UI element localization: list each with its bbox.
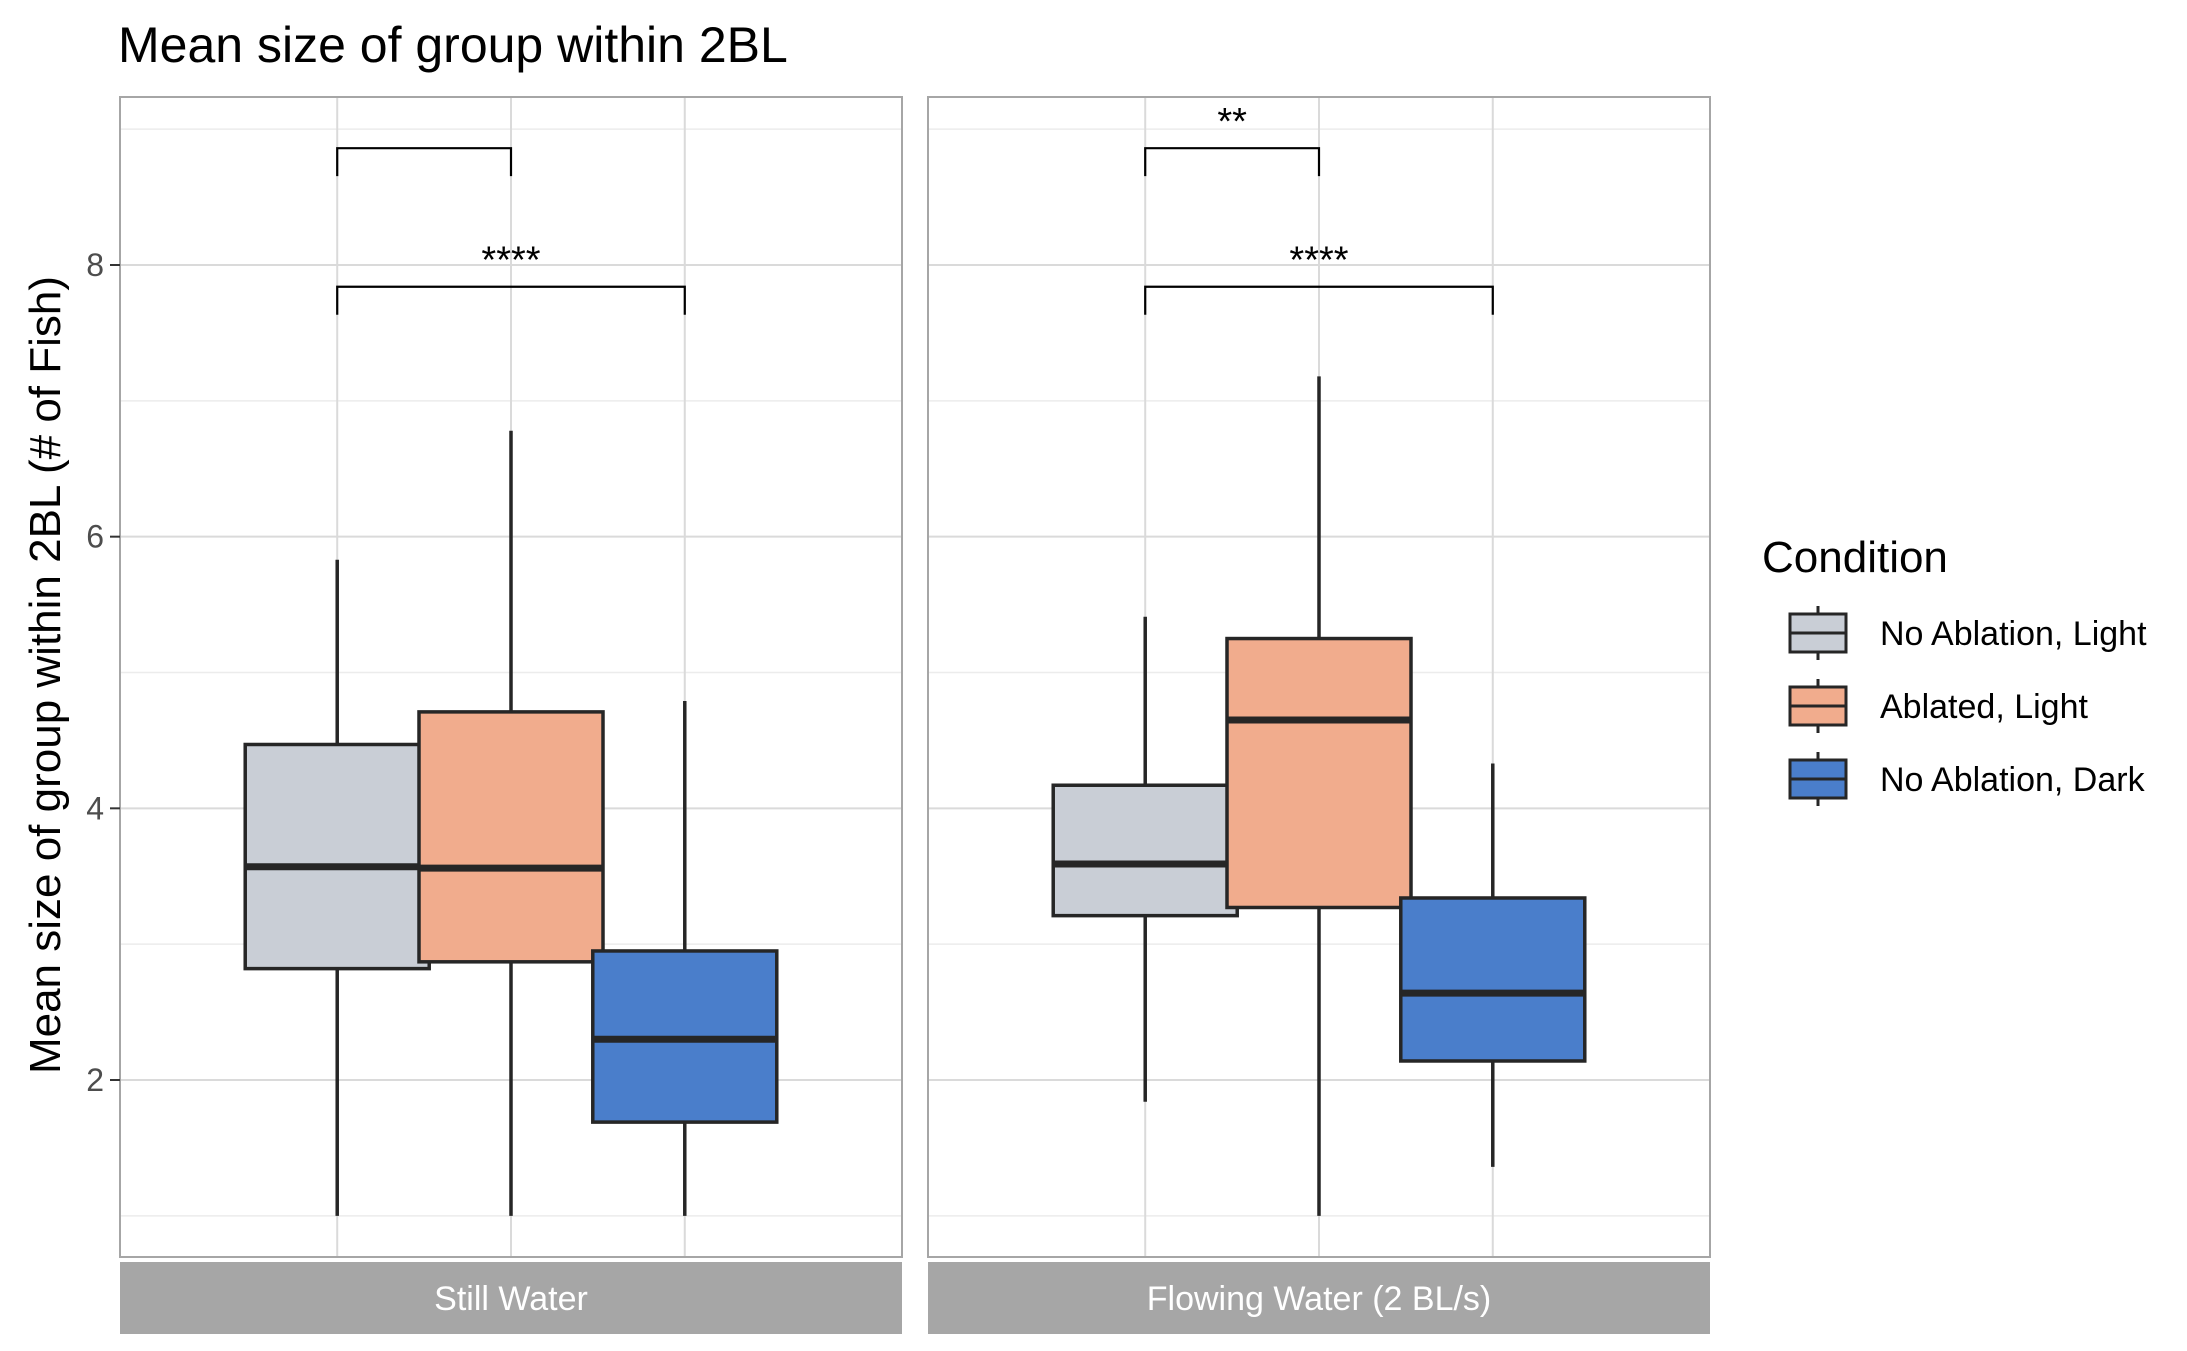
- significance-bracket-2: ****: [336, 240, 686, 315]
- legend-item-2: Ablated, Light: [1788, 679, 2088, 733]
- y-axis-label: Mean size of group within 2BL (# of Fish…: [21, 276, 70, 1074]
- box-2-1: [1051, 616, 1239, 1102]
- significance-label: **: [1217, 101, 1247, 143]
- legend-label: Ablated, Light: [1880, 688, 2088, 726]
- y-tick-label: 6: [86, 519, 104, 555]
- legend-label: No Ablation, Light: [1880, 615, 2147, 653]
- bracket-line: [1144, 285, 1494, 315]
- legend: Condition No Ablation, Light Ablated, Lig…: [1762, 533, 2147, 806]
- box-1-3: [591, 701, 779, 1216]
- panel-border: [119, 96, 903, 1258]
- chart-title: Mean size of group within 2BL: [118, 17, 788, 73]
- box-2-3: [1399, 763, 1587, 1167]
- facet-strip-label: Still Water: [434, 1280, 588, 1318]
- legend-items: No Ablation, Light Ablated, Light No Ablat…: [1788, 606, 2147, 806]
- bracket-line: [336, 147, 513, 177]
- significance-bracket-1: **: [1144, 101, 1321, 177]
- y-tick-label: 4: [86, 790, 104, 826]
- box-body: [417, 710, 605, 964]
- significance-bracket-1: [336, 147, 513, 177]
- facet-strip: [928, 1262, 1710, 1334]
- facet-strip: [120, 1262, 902, 1334]
- bracket-line: [1144, 147, 1321, 177]
- legend-item-1: No Ablation, Light: [1788, 606, 2147, 660]
- y-tick-label: 2: [86, 1062, 104, 1098]
- bracket-line: [336, 285, 686, 315]
- legend-label: No Ablation, Dark: [1880, 761, 2146, 799]
- box-1-2: [417, 430, 605, 1216]
- legend-item-3: No Ablation, Dark: [1788, 752, 2146, 806]
- significance-label: ****: [481, 240, 540, 282]
- significance-label: ****: [1289, 240, 1348, 282]
- panel-border: [927, 96, 1711, 1258]
- box-body: [1399, 896, 1587, 1063]
- facet-strip-label: Flowing Water (2 BL/s): [1147, 1280, 1492, 1318]
- legend-title: Condition: [1762, 533, 1948, 582]
- panel-1: **** Still Water 2 4 6 8: [86, 96, 903, 1334]
- box-body: [1051, 783, 1239, 918]
- y-tick-label: 8: [86, 247, 104, 283]
- box-1-1: [243, 559, 431, 1216]
- significance-bracket-2: ****: [1144, 240, 1494, 315]
- box-2-2: [1225, 376, 1413, 1216]
- panel-2: ******Flowing Water (2 BL/s): [927, 96, 1711, 1334]
- box-body: [243, 742, 431, 971]
- box-body: [1225, 636, 1413, 910]
